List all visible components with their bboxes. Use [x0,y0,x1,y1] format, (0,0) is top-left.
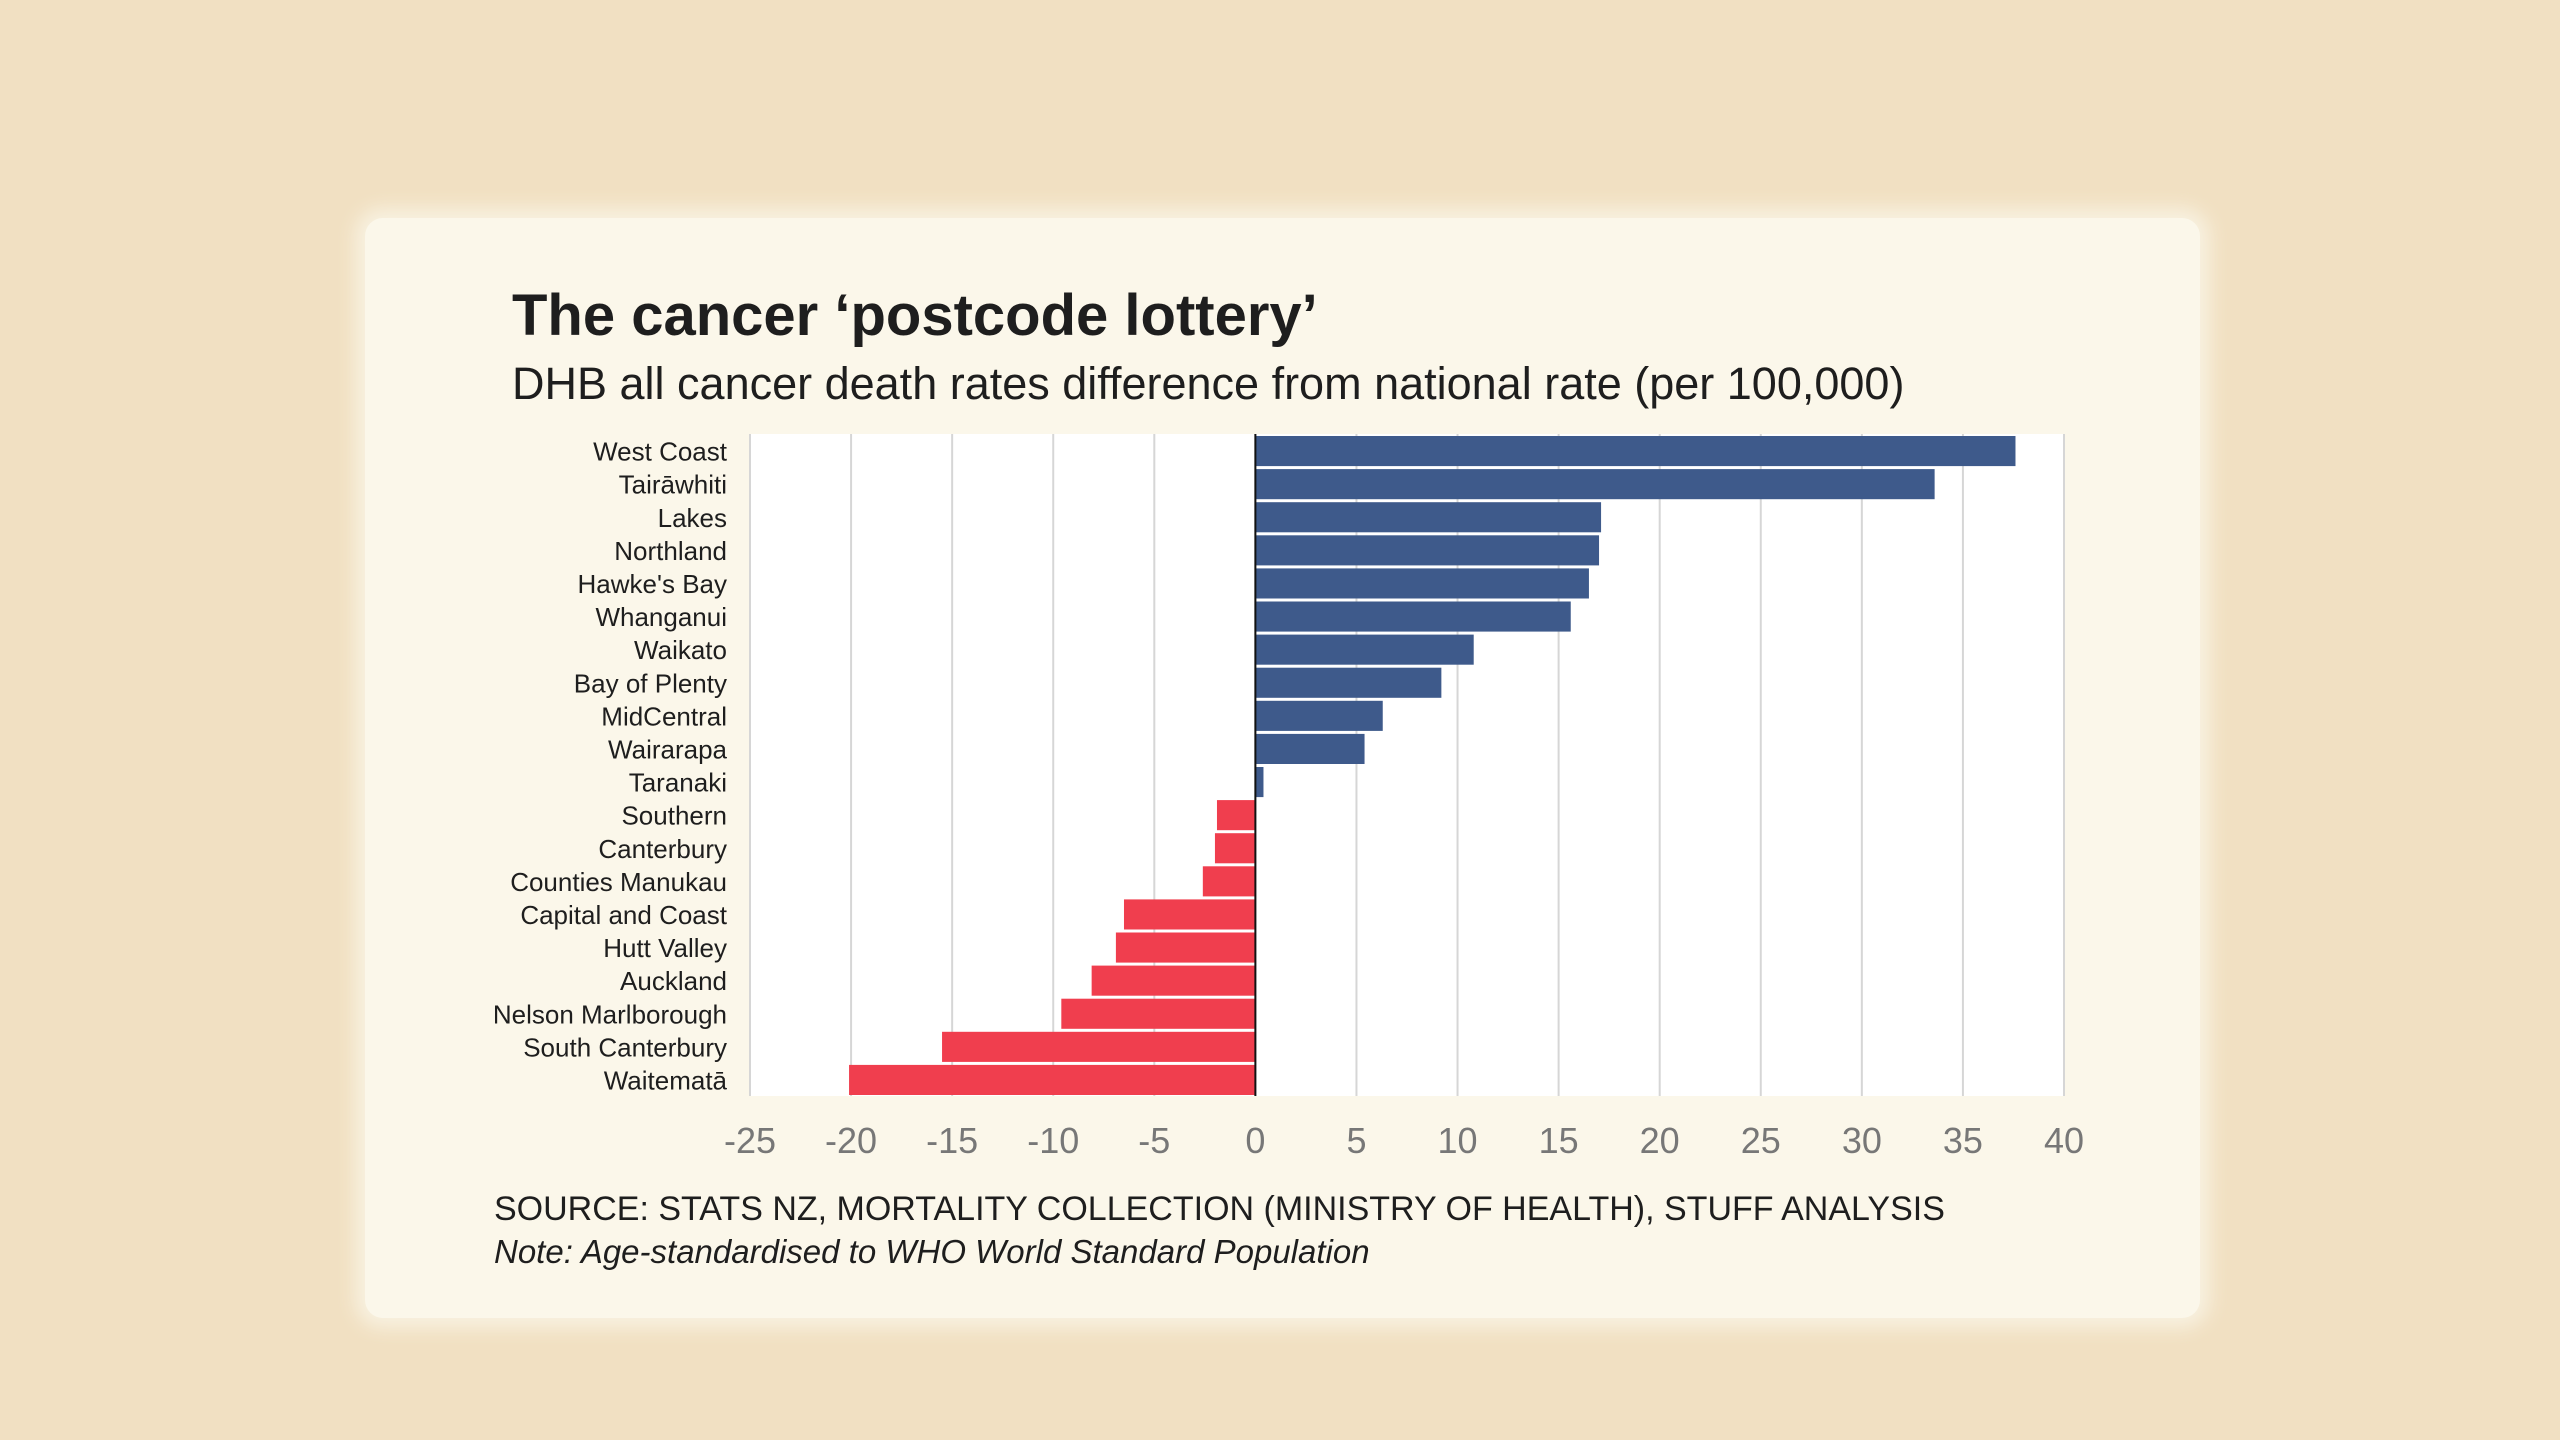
category-label: Hutt Valley [603,933,727,963]
category-label: Lakes [658,503,727,533]
bar [1255,568,1589,599]
chart-subtitle: DHB all cancer death rates difference fr… [512,358,1905,409]
category-label: Waitematā [604,1065,728,1095]
bar [1216,800,1256,831]
category-label: MidCentral [601,701,727,731]
bar [1115,932,1256,963]
category-label: Counties Manukau [510,867,727,897]
bar [1255,700,1383,731]
bar [1255,767,1264,798]
category-label: Bay of Plenty [574,668,727,698]
note-text: Note: Age-standardised to WHO World Stan… [494,1233,1370,1270]
bar [1255,601,1571,632]
x-tick-label: 40 [2044,1120,2084,1161]
bar [1255,469,1935,500]
x-tick-label: 10 [1438,1120,1478,1161]
category-label: Tairāwhiti [619,470,727,500]
x-tick-label: -20 [825,1120,877,1161]
x-tick-label: 30 [1842,1120,1882,1161]
x-tick-label: -15 [926,1120,978,1161]
x-tick-label: 20 [1640,1120,1680,1161]
bar [849,1064,1256,1095]
bar [1255,535,1600,566]
category-label: Southern [621,801,727,831]
x-tick-label: -25 [724,1120,776,1161]
category-label: Capital and Coast [520,900,727,930]
bar [1202,866,1256,897]
category-label: Canterbury [598,834,727,864]
x-tick-label: -5 [1138,1120,1170,1161]
x-tick-label: 25 [1741,1120,1781,1161]
category-label: South Canterbury [523,1032,727,1062]
plot-area [750,434,2064,1096]
category-label: Wairarapa [608,734,728,764]
bar [1255,667,1442,698]
bar [1214,833,1256,864]
bar [1255,502,1602,533]
category-label: Whanganui [595,602,727,632]
category-label: West Coast [593,437,728,467]
category-label: Northland [614,536,727,566]
bar [1255,634,1474,665]
x-tick-label: 35 [1943,1120,1983,1161]
source-text: SOURCE: STATS NZ, MORTALITY COLLECTION (… [494,1190,1945,1228]
bar [942,1031,1256,1062]
category-label: Auckland [620,966,727,996]
x-tick-label: 0 [1245,1120,1265,1161]
category-label: Hawke's Bay [578,569,727,599]
category-label: Nelson Marlborough [493,999,727,1029]
bar [1061,998,1256,1029]
category-label: Taranaki [629,768,727,798]
x-tick-label: -10 [1027,1120,1079,1161]
x-tick-label: 5 [1346,1120,1366,1161]
x-tick-label: 15 [1539,1120,1579,1161]
bar [1091,965,1256,996]
bar [1255,436,2016,467]
bar [1123,899,1256,930]
chart-title: The cancer ‘postcode lottery’ [512,283,1318,348]
bar [1255,733,1365,764]
category-label: Waikato [634,635,727,665]
